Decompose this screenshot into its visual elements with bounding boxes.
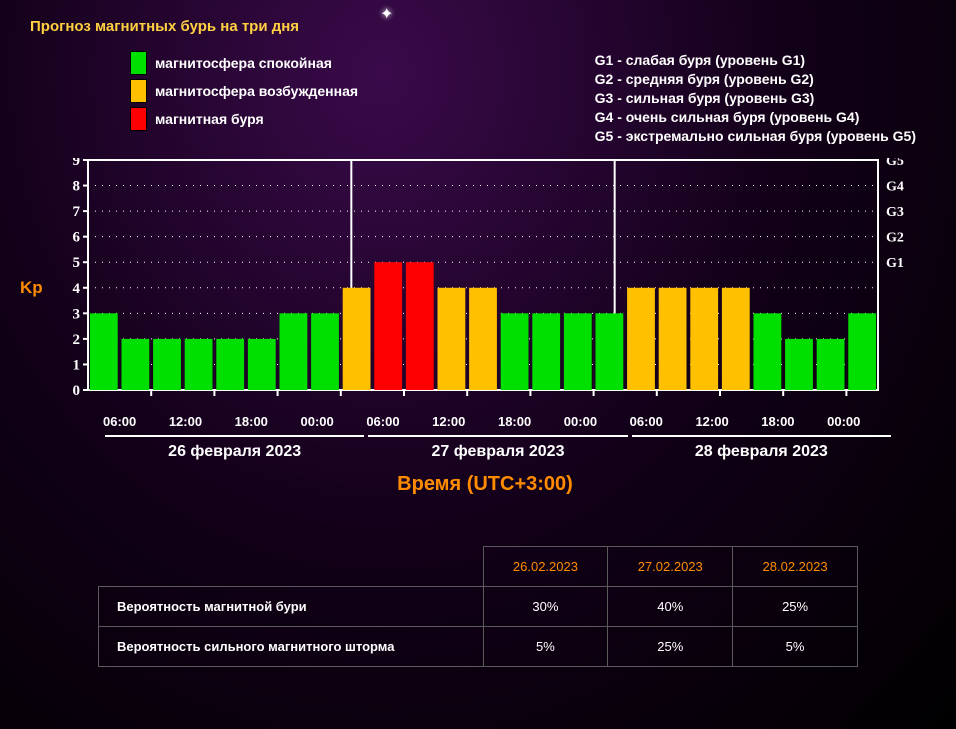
table-cell: 25% — [608, 627, 733, 667]
legend-label: магнитная буря — [155, 111, 264, 127]
table-date-header: 27.02.2023 — [608, 547, 733, 587]
time-axis-labels: 06:0012:0018:0000:0006:0012:0018:0000:00… — [50, 414, 893, 429]
probability-table: 26.02.202327.02.202328.02.2023Вероятност… — [98, 546, 858, 667]
legend-item: магнитная буря — [130, 107, 358, 131]
g-legend-line: G2 - средняя буря (уровень G2) — [595, 70, 916, 89]
svg-text:3: 3 — [73, 306, 81, 322]
chart-header: магнитосфера спокойная магнитосфера возбу… — [0, 35, 956, 146]
table-header-row: 26.02.202327.02.202328.02.2023 — [99, 547, 858, 587]
svg-text:G2: G2 — [886, 231, 904, 246]
time-tick-label: 06:00 — [366, 414, 432, 429]
svg-text:9: 9 — [73, 158, 81, 169]
table-row: Вероятность сильного магнитного шторма5%… — [99, 627, 858, 667]
date-segment: 28 февраля 2023 — [630, 435, 893, 461]
table-cell: 5% — [733, 627, 858, 667]
bar-chart: 0 1 2 3 4 5 6 7 8 9 G1 G2 G3 G4 G5 — [50, 158, 916, 410]
g-level-legend: G1 - слабая буря (уровень G1)G2 - средня… — [595, 51, 916, 146]
time-tick-label: 18:00 — [761, 414, 827, 429]
date-segment: 26 февраля 2023 — [103, 435, 366, 461]
legend-swatch — [130, 79, 147, 103]
legend-label: магнитосфера спокойная — [155, 55, 332, 71]
date-segment: 27 февраля 2023 — [366, 435, 629, 461]
time-tick-label: 12:00 — [169, 414, 235, 429]
svg-text:4: 4 — [73, 281, 81, 297]
table-cell: 40% — [608, 587, 733, 627]
svg-text:6: 6 — [73, 230, 81, 246]
time-tick-label: 18:00 — [498, 414, 564, 429]
table-date-header: 28.02.2023 — [733, 547, 858, 587]
g-legend-line: G5 - экстремально сильная буря (уровень … — [595, 127, 916, 146]
time-tick-label: 12:00 — [432, 414, 498, 429]
table-cell: 25% — [733, 587, 858, 627]
time-tick-label: 06:00 — [103, 414, 169, 429]
legend-item: магнитосфера спокойная — [130, 51, 358, 75]
svg-text:1: 1 — [73, 357, 81, 373]
decorative-star: ✦ — [380, 4, 393, 24]
time-tick-label: 18:00 — [235, 414, 301, 429]
table-blank-cell — [99, 547, 484, 587]
legend-item: магнитосфера возбужденная — [130, 79, 358, 103]
g-legend-line: G1 - слабая буря (уровень G1) — [595, 51, 916, 70]
svg-text:0: 0 — [73, 383, 81, 399]
svg-text:2: 2 — [73, 332, 81, 348]
g-legend-line: G4 - очень сильная буря (уровень G4) — [595, 108, 916, 127]
chart-area: Kp 0123456789G1G2G3G4G5 06:0012:0018:000… — [50, 158, 920, 496]
x-axis-title: Время (UTC+3:00) — [50, 473, 920, 496]
legend-swatch — [130, 107, 147, 131]
time-tick-label: 00:00 — [564, 414, 630, 429]
table-row-label: Вероятность сильного магнитного шторма — [99, 627, 484, 667]
svg-text:5: 5 — [73, 255, 81, 271]
time-tick-label: 12:00 — [695, 414, 761, 429]
table-cell: 5% — [483, 627, 608, 667]
date-axis-labels: 26 февраля 202327 февраля 202328 февраля… — [50, 435, 893, 461]
table-date-header: 26.02.2023 — [483, 547, 608, 587]
time-tick-label: 06:00 — [630, 414, 696, 429]
svg-text:G1: G1 — [886, 256, 904, 271]
color-legend: магнитосфера спокойная магнитосфера возбу… — [130, 51, 358, 146]
svg-text:8: 8 — [73, 179, 81, 195]
time-tick-label: 00:00 — [827, 414, 893, 429]
svg-text:G5: G5 — [886, 158, 904, 169]
svg-text:G4: G4 — [886, 180, 904, 195]
page-title: Прогноз магнитных бурь на три дня — [0, 0, 956, 35]
svg-text:7: 7 — [73, 204, 81, 220]
legend-label: магнитосфера возбужденная — [155, 83, 358, 99]
table-row-label: Вероятность магнитной бури — [99, 587, 484, 627]
g-legend-line: G3 - сильная буря (уровень G3) — [595, 89, 916, 108]
table-row: Вероятность магнитной бури30%40%25% — [99, 587, 858, 627]
table-cell: 30% — [483, 587, 608, 627]
legend-swatch — [130, 51, 147, 75]
y-axis-label: Kp — [20, 278, 43, 298]
time-tick-label: 00:00 — [300, 414, 366, 429]
svg-text:G3: G3 — [886, 205, 904, 220]
